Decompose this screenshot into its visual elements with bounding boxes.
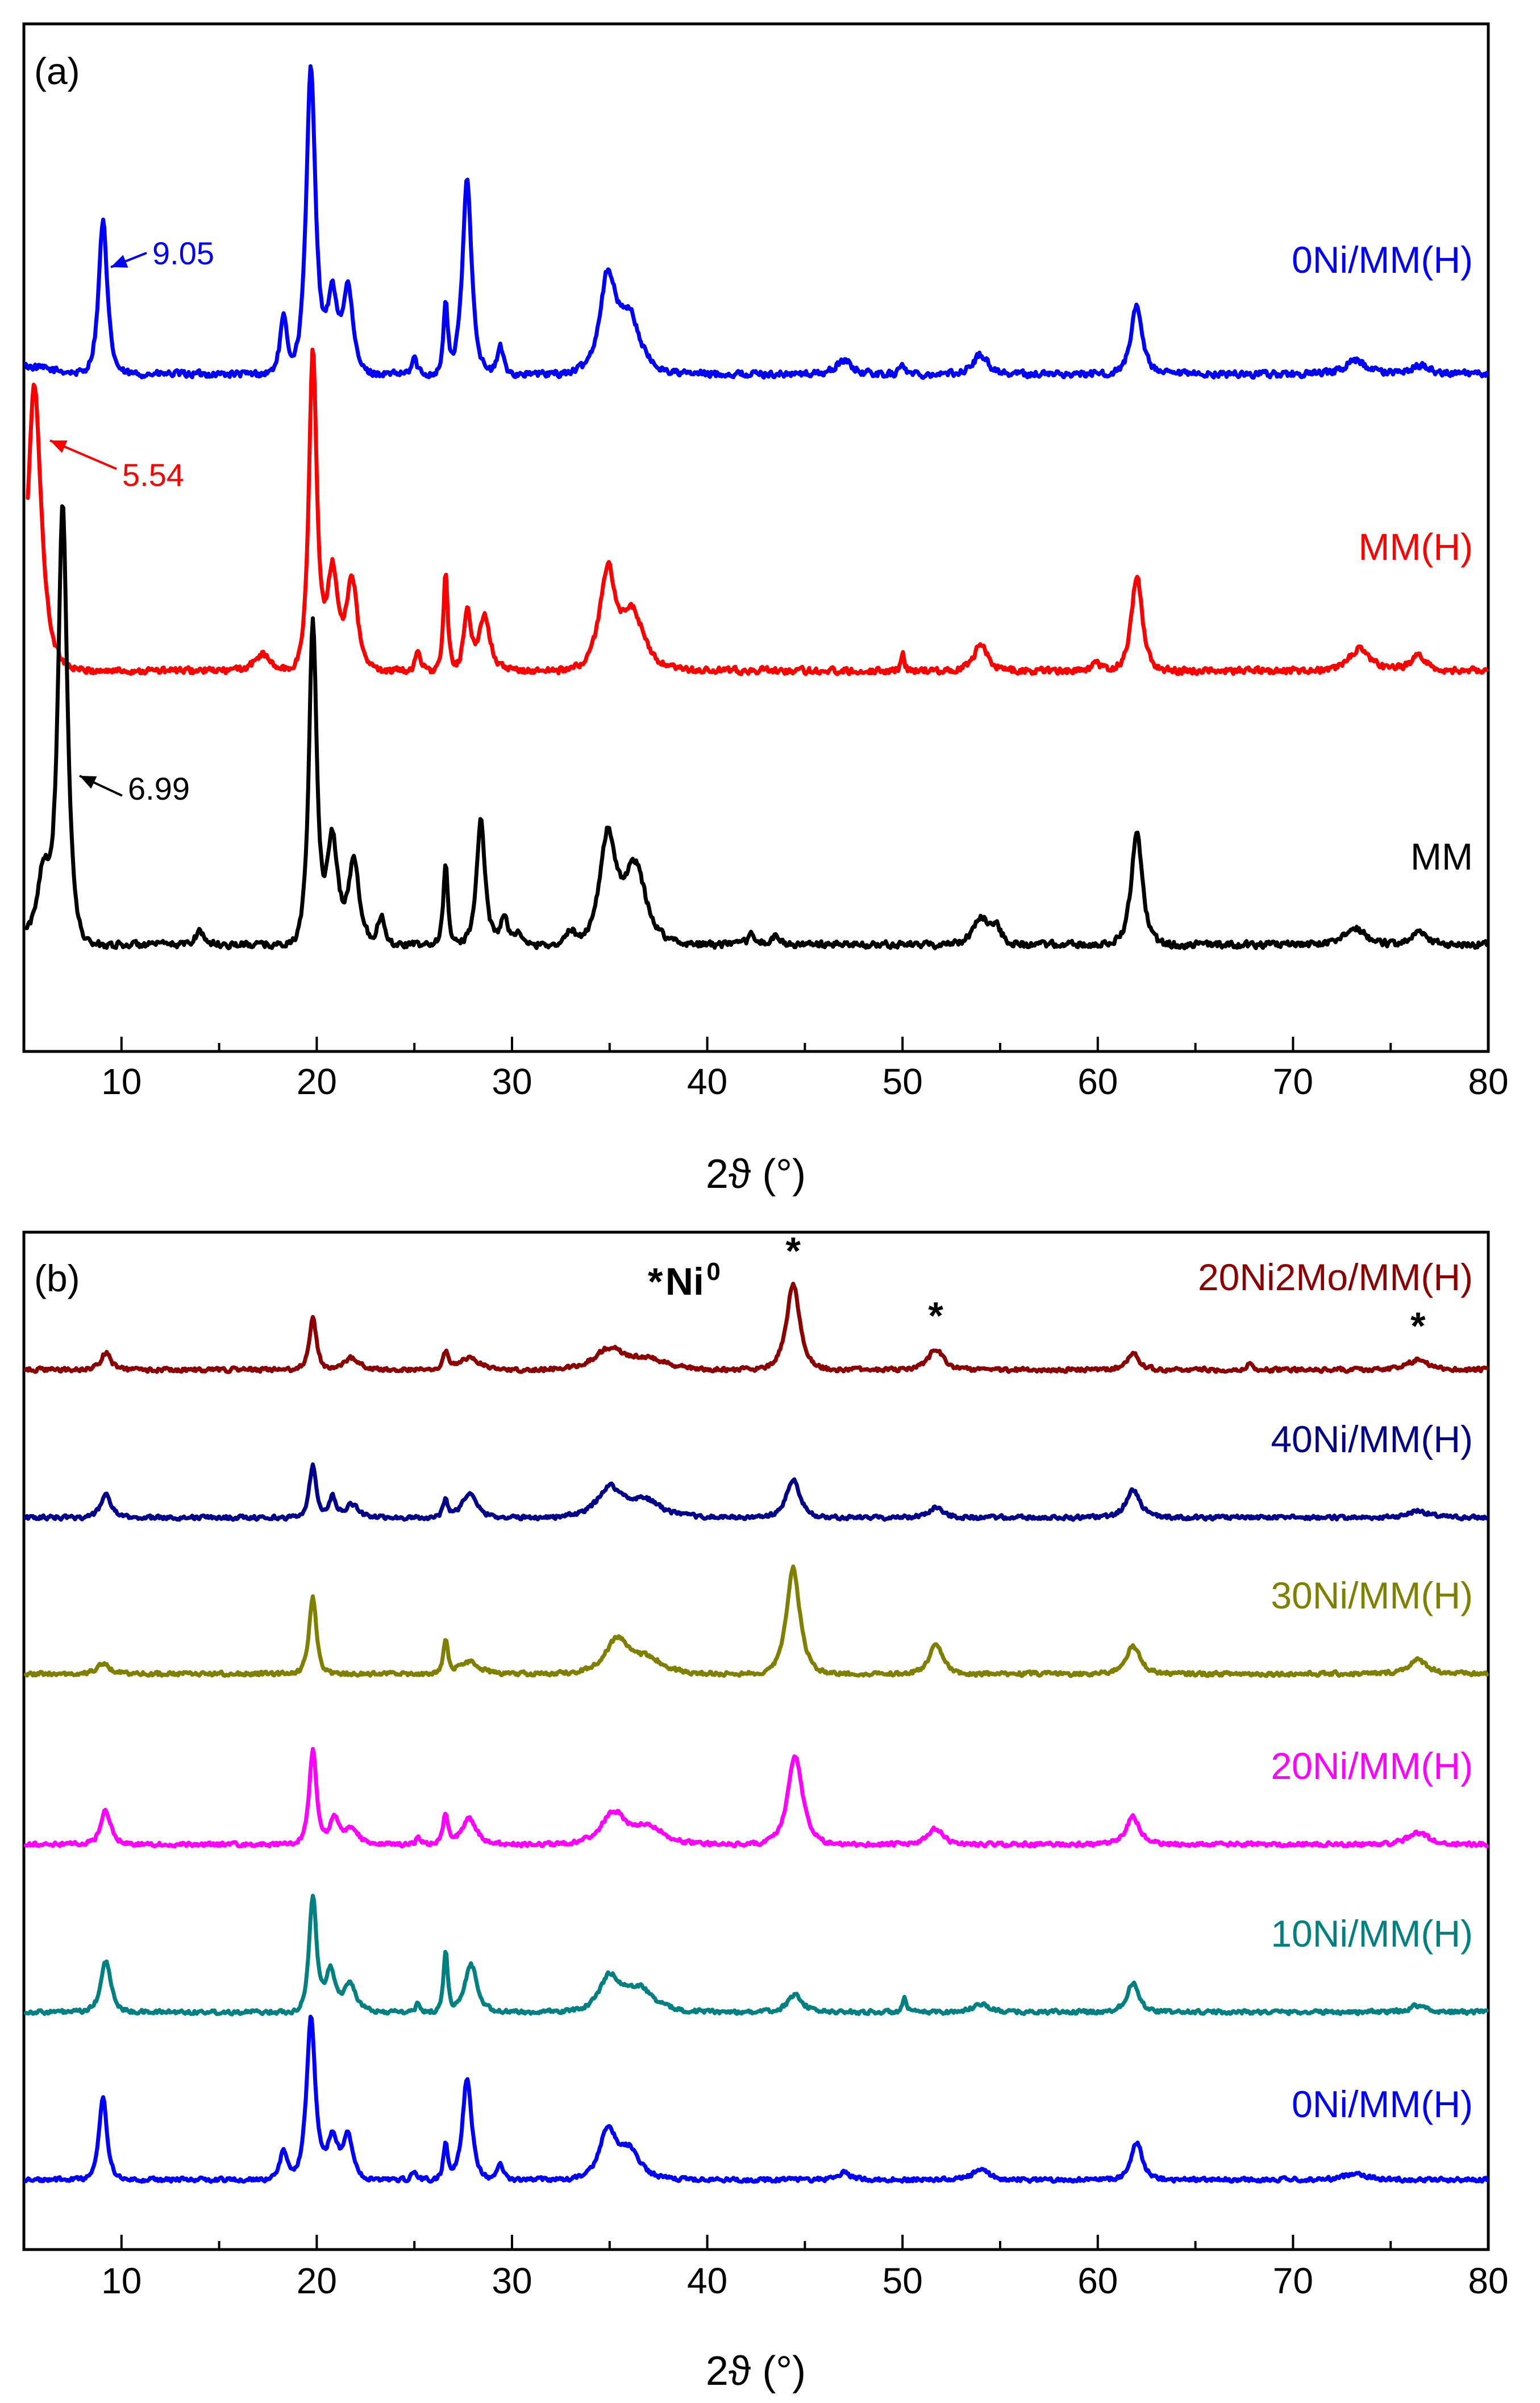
panel-a-traces: 0Ni/MM(H) MM(H) MM bbox=[23, 64, 1489, 951]
annotation-arrowhead bbox=[80, 776, 97, 789]
panel-b: (b) * Ni 0 10 20 30 40 50 60 70 80 20Ni2Mo/MM(H… bbox=[22, 1229, 1509, 2394]
peak-annotation-label: 5.54 bbox=[122, 457, 184, 493]
ni0-star: * bbox=[648, 1260, 663, 1303]
ni0-legend-marker: * Ni 0 bbox=[648, 1258, 721, 1303]
series-label: 20Ni/MM(H) bbox=[1271, 1745, 1473, 1787]
panel-b-traces: 20Ni2Mo/MM(H) 40Ni/MM(H) 30Ni/MM(H) 20Ni/MM… bbox=[23, 1256, 1489, 2184]
series-trace-30ni-mm-h- bbox=[23, 1564, 1489, 1678]
x-tick-label: 80 bbox=[1468, 2260, 1508, 2301]
series-label: MM(H) bbox=[1358, 526, 1473, 568]
series-trace-20ni-mm-h- bbox=[23, 1747, 1489, 1849]
peak-annotation-label: 9.05 bbox=[152, 235, 214, 271]
peak-annotation-label: 6.99 bbox=[128, 771, 190, 806]
x-tick-label: 50 bbox=[883, 1061, 923, 1102]
x-tick-label: 70 bbox=[1273, 1061, 1313, 1102]
series-label: MM bbox=[1410, 835, 1473, 878]
series-trace-10ni-mm-h- bbox=[23, 1894, 1489, 2017]
ni-peak-star-marker: * bbox=[928, 1294, 943, 1337]
series-label: 40Ni/MM(H) bbox=[1271, 1418, 1473, 1460]
series-trace-0ni-mm-h- bbox=[23, 64, 1489, 380]
ni0-superscript: 0 bbox=[706, 1258, 720, 1286]
panel-b-frame bbox=[22, 1230, 1490, 2251]
panel-b-ni-markers: * * * bbox=[786, 1229, 1426, 1348]
panel-a-frame bbox=[22, 22, 1490, 1053]
x-tick-label: 80 bbox=[1468, 1061, 1508, 1102]
annotation-arrowhead bbox=[111, 255, 128, 268]
x-tick-label: 30 bbox=[492, 2260, 532, 2301]
panel-b-label: (b) bbox=[34, 1257, 80, 1299]
panel-a-label: (a) bbox=[34, 50, 80, 92]
panel-a-x-axis-title: 2ϑ (°) bbox=[706, 1151, 806, 1197]
x-tick-label: 10 bbox=[101, 2260, 141, 2301]
x-tick-label: 50 bbox=[883, 2260, 923, 2301]
series-label: 10Ni/MM(H) bbox=[1271, 1913, 1473, 1955]
series-label: 0Ni/MM(H) bbox=[1292, 239, 1473, 281]
ni-peak-star-marker: * bbox=[786, 1229, 801, 1273]
ni-peak-star-marker: * bbox=[1410, 1304, 1426, 1348]
panel-b-x-axis: 10 20 30 40 50 60 70 80 bbox=[23, 2235, 1509, 2301]
x-tick-label: 30 bbox=[492, 1061, 532, 1102]
x-tick-label: 40 bbox=[687, 2260, 727, 2301]
x-tick-label: 60 bbox=[1077, 1061, 1118, 1102]
x-tick-label: 60 bbox=[1077, 2260, 1118, 2301]
panel-a-annotations: 9.05 5.54 6.99 bbox=[49, 235, 214, 806]
series-trace-mm-h- bbox=[26, 347, 1489, 676]
series-trace-40ni-mm-h- bbox=[23, 1462, 1489, 1522]
series-trace-20ni2mo-mm-h- bbox=[23, 1282, 1489, 1374]
series-trace-0ni-mm-h- bbox=[23, 2014, 1489, 2184]
panel-a-x-axis: 10 20 30 40 50 60 70 80 bbox=[23, 1037, 1509, 1102]
panel-b-x-axis-title: 2ϑ (°) bbox=[706, 2348, 806, 2394]
x-tick-label: 20 bbox=[297, 1061, 337, 1102]
x-tick-label: 40 bbox=[687, 1061, 727, 1102]
ni0-text: Ni bbox=[665, 1260, 704, 1303]
x-tick-label: 20 bbox=[297, 2260, 337, 2301]
panel-a: (a) 10 20 30 40 50 60 70 80 0Ni/MM(H) MM(H) MM 9.… bbox=[22, 22, 1509, 1197]
series-label: 0Ni/MM(H) bbox=[1292, 2083, 1473, 2125]
series-label: 20Ni2Mo/MM(H) bbox=[1198, 1256, 1473, 1298]
x-tick-label: 70 bbox=[1273, 2260, 1313, 2301]
series-label: 30Ni/MM(H) bbox=[1271, 1574, 1473, 1616]
annotation-arrowhead bbox=[50, 440, 68, 454]
series-trace-mm bbox=[23, 504, 1489, 951]
x-tick-label: 10 bbox=[101, 1061, 141, 1102]
